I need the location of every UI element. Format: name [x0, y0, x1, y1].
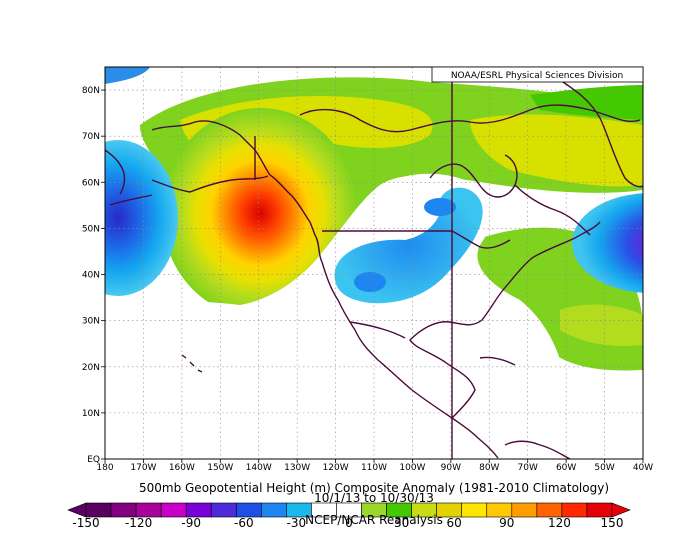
- colorbar-label: 0: [345, 516, 353, 530]
- lon-label: 50W: [594, 463, 614, 473]
- lat-label: EQ: [87, 455, 100, 465]
- negative-anomaly-east: [572, 193, 643, 293]
- longitude-labels: 180 170W 160W 150W 140W 130W 120W 110W 100W 90W 80…: [96, 463, 653, 473]
- coastline-gulf-of-mexico: [409, 221, 601, 419]
- coastline-asia: [105, 149, 126, 195]
- lat-label: 10N: [82, 409, 100, 419]
- lon-label: 170W: [130, 463, 156, 473]
- colorbar-swatch: [461, 502, 488, 518]
- negative-anomaly-great-lakes-core: [424, 198, 456, 216]
- lon-label: 60W: [556, 463, 576, 473]
- coastline-arctic-islands: [299, 104, 641, 133]
- lon-label: 100W: [399, 463, 425, 473]
- coastline-hudson-bay: [429, 154, 518, 198]
- border-us-mexico: [349, 321, 406, 339]
- dataset-label: NCEP/NCAR Reanalysis: [305, 513, 443, 527]
- latitude-labels: EQ 10N 20N 30N 40N 50N 60N 70N 80N: [82, 86, 100, 465]
- colorbar-label: -120: [125, 516, 152, 530]
- positive-anomaly-gulf-of-alaska: [162, 108, 358, 318]
- lat-label: 50N: [82, 224, 100, 234]
- anomaly-band-yellowgreen-se: [560, 304, 643, 347]
- lat-label: 30N: [82, 317, 100, 327]
- negative-anomaly-west: [105, 140, 178, 296]
- lon-label: 80W: [479, 463, 499, 473]
- coastline-central-america: [451, 417, 499, 459]
- colorbar-label: -150: [72, 516, 99, 530]
- coastline-south-america: [504, 440, 571, 459]
- coastline-hawaii: [181, 354, 203, 373]
- lat-label: 80N: [82, 86, 100, 96]
- colorbar-label: 90: [499, 516, 514, 530]
- lon-label: 110W: [361, 463, 387, 473]
- colorbar-label: -60: [234, 516, 254, 530]
- colorbar-label: -30: [287, 516, 307, 530]
- lon-label: 130W: [284, 463, 310, 473]
- colorbar-swatch: [511, 502, 538, 518]
- colorbar-swatch: [160, 502, 187, 518]
- lon-label: 70W: [518, 463, 538, 473]
- colorbar-swatch: [561, 502, 588, 518]
- lon-label: 90W: [441, 463, 461, 473]
- negative-anomaly-nw-corner: [105, 67, 150, 84]
- colorbar-label: 60: [447, 516, 462, 530]
- negative-anomaly-central-us-core: [354, 272, 386, 292]
- coastlines: [105, 67, 643, 459]
- colorbar-swatch: [486, 502, 513, 518]
- anomaly-field: [105, 67, 643, 459]
- credit-box: NOAA/ESRL Physical Sciences Division: [431, 66, 644, 83]
- lon-label: 140W: [246, 463, 272, 473]
- lon-label: 120W: [323, 463, 349, 473]
- credit-box-background: [431, 66, 644, 83]
- colorbar-swatch: [135, 502, 162, 518]
- colorbar-label: -90: [181, 516, 201, 530]
- colorbar-swatch: [261, 502, 287, 518]
- coastline-cuba: [479, 356, 516, 366]
- coastline-labrador: [514, 184, 591, 236]
- anomaly-band-green-ne: [530, 85, 643, 120]
- coastline-greenland: [559, 79, 643, 188]
- lon-label: 160W: [169, 463, 195, 473]
- lat-label: 20N: [82, 363, 100, 373]
- lon-label: 180: [96, 463, 113, 473]
- colorbar-label: 150: [601, 516, 624, 530]
- coastline-alaska-south: [151, 175, 269, 193]
- colorbar-swatch: [185, 502, 212, 518]
- colorbar-swatch: [210, 502, 237, 518]
- colorbar-swatch: [536, 502, 563, 518]
- colorbar-labels: -150 -120 -90 -60 -30 0 30 60 90 120 150: [72, 516, 623, 530]
- coastline-aleutians: [109, 194, 153, 206]
- colorbar: [67, 502, 631, 518]
- colorbar-swatch: [85, 502, 112, 518]
- colorbar-label: 120: [548, 516, 571, 530]
- anomaly-band-yellow-ne: [470, 114, 643, 187]
- map-panel: NOAA/ESRL Physical Sciences Division 180…: [82, 66, 653, 473]
- colorbar-label: 30: [394, 516, 409, 530]
- border-canada-us: [322, 230, 511, 249]
- coastline-us-west: [321, 261, 453, 419]
- lat-label: 60N: [82, 178, 100, 188]
- colorbar-swatch: [235, 502, 262, 518]
- lon-label: 150W: [207, 463, 233, 473]
- colorbar-arrow-left: [67, 502, 87, 518]
- figure-title: 500mb Geopotential Height (m) Composite …: [139, 481, 609, 495]
- colorbar-arrow-right: [611, 502, 631, 518]
- date-range: 10/1/13 to 10/30/13: [314, 491, 434, 505]
- lat-label: 40N: [82, 271, 100, 281]
- credit-text: NOAA/ESRL Physical Sciences Division: [451, 71, 623, 81]
- lat-label: 70N: [82, 132, 100, 142]
- lon-label: 40W: [633, 463, 653, 473]
- axis-ticks: [101, 89, 644, 463]
- colorbar-swatch: [586, 502, 613, 518]
- coastline-alaska: [151, 120, 323, 263]
- colorbar-swatch: [110, 502, 137, 518]
